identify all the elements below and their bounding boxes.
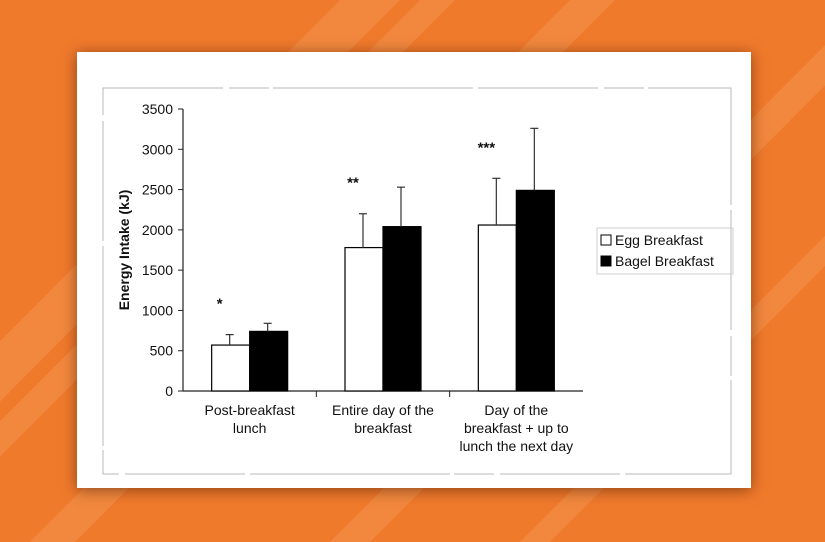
y-tick-label: 3500 bbox=[142, 101, 173, 117]
x-category-label: lunch bbox=[233, 420, 266, 436]
chart-card: 0 500 1000 1500 2000 2500 3000 3500 Energy Intak… bbox=[77, 52, 751, 488]
y-tick-label: 2000 bbox=[142, 222, 173, 238]
significance-marker: ** bbox=[347, 175, 359, 192]
bar bbox=[249, 330, 289, 392]
significance-marker: *** bbox=[478, 139, 496, 156]
legend-label: Bagel Breakfast bbox=[615, 253, 714, 269]
significance-marker: * bbox=[217, 296, 223, 313]
y-tick-label: 0 bbox=[165, 383, 173, 399]
y-tick-label: 1500 bbox=[142, 262, 173, 278]
bar bbox=[211, 344, 251, 392]
x-category-label: lunch the next day bbox=[460, 438, 574, 454]
bar bbox=[382, 226, 422, 392]
y-tick-label: 500 bbox=[150, 343, 174, 359]
y-tick-label: 3000 bbox=[142, 141, 173, 157]
x-category-label: Day of the bbox=[484, 402, 548, 418]
x-category-label: Post-breakfast bbox=[205, 402, 295, 418]
bar bbox=[477, 224, 517, 392]
legend-box bbox=[596, 227, 734, 275]
x-category-label: breakfast bbox=[354, 420, 412, 436]
figure-frame bbox=[102, 87, 732, 475]
bar bbox=[515, 189, 555, 392]
bar bbox=[344, 246, 384, 392]
x-category-label: breakfast + up to bbox=[464, 420, 569, 436]
legend-swatch bbox=[600, 234, 612, 246]
y-axis-label: Energy Intake (kJ) bbox=[116, 190, 132, 311]
legend-label: Egg Breakfast bbox=[615, 232, 703, 248]
legend-swatch bbox=[600, 255, 612, 267]
y-tick-label: 1000 bbox=[142, 302, 173, 318]
y-tick-label: 2500 bbox=[142, 182, 173, 198]
bar-chart: 0 500 1000 1500 2000 2500 3000 3500 Energy Intak… bbox=[102, 87, 734, 475]
x-category-label: Entire day of the bbox=[332, 402, 434, 418]
